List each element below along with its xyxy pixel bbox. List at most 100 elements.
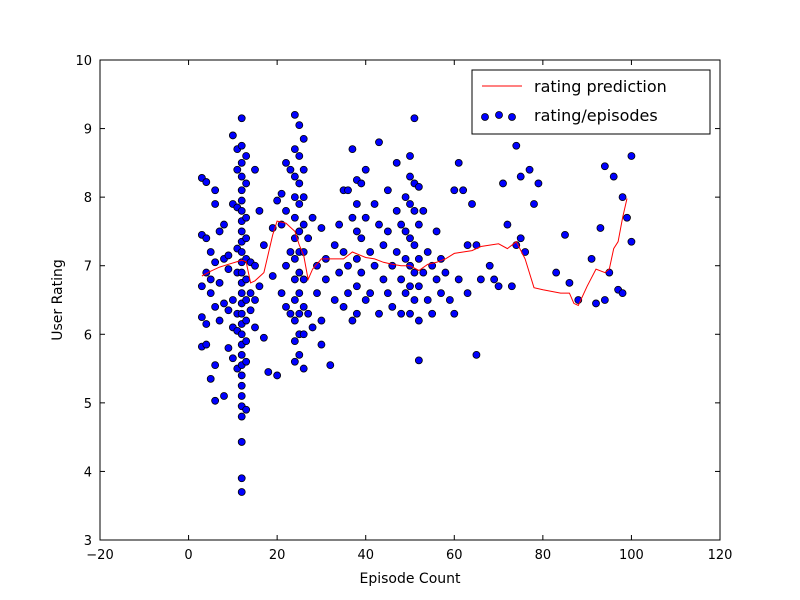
scatter-point — [211, 258, 220, 267]
scatter-point — [330, 296, 339, 304]
x-tick-label: 60 — [446, 548, 463, 563]
scatter-point — [220, 299, 228, 308]
scatter-point — [237, 227, 246, 236]
scatter-point — [237, 114, 246, 123]
scatter-point — [516, 234, 525, 243]
scatter-point — [410, 241, 419, 250]
scatter-point — [401, 193, 410, 202]
scatter-point — [255, 206, 264, 215]
y-axis-label: User Rating — [50, 259, 66, 341]
scatter-point — [268, 272, 277, 280]
y-tick-label: 9 — [84, 123, 92, 138]
scatter-point — [450, 186, 459, 195]
scatter-point — [348, 316, 357, 325]
scatter-layer — [197, 110, 636, 496]
legend-label-prediction: rating prediction — [534, 77, 667, 96]
scatter-point — [414, 254, 423, 263]
scatter-point — [290, 193, 299, 202]
scatter-point — [406, 234, 414, 243]
scatter-point — [419, 268, 428, 277]
scatter-point — [357, 179, 366, 188]
scatter-point — [339, 248, 348, 256]
scatter-point — [308, 213, 317, 222]
scatter-point — [357, 234, 366, 243]
scatter-point — [313, 289, 321, 298]
scatter-point — [392, 206, 401, 215]
scatter-point — [441, 268, 450, 277]
scatter-point — [388, 302, 397, 311]
scatter-point — [282, 158, 290, 167]
scatter-point — [432, 275, 441, 284]
scatter-point — [237, 350, 246, 359]
scatter-point — [202, 320, 211, 328]
scatter-point — [454, 158, 463, 167]
scatter-point — [197, 313, 206, 322]
scatter-point — [215, 316, 224, 325]
scatter-point — [352, 254, 361, 263]
legend-label-episodes: rating/episodes — [534, 106, 658, 125]
scatter-point — [237, 186, 246, 195]
scatter-point — [228, 354, 237, 363]
scatter-point — [397, 220, 406, 229]
scatter-point — [618, 289, 627, 298]
scatter-point — [202, 234, 211, 243]
scatter-point — [290, 296, 299, 304]
scatter-point — [437, 289, 445, 298]
scatter-point — [352, 282, 361, 291]
scatter-point — [251, 323, 259, 332]
scatter-point — [370, 261, 379, 270]
scatter-point — [286, 309, 295, 318]
scatter-point — [507, 282, 516, 291]
scatter-point — [410, 296, 419, 304]
scatter-point — [308, 323, 317, 332]
scatter-point — [277, 189, 286, 198]
scatter-point — [295, 179, 304, 188]
legend-dot-swatch — [508, 113, 516, 121]
scatter-point — [290, 357, 299, 366]
y-tick-label: 3 — [84, 534, 92, 549]
scatter-point — [237, 141, 246, 150]
scatter-point — [206, 289, 215, 298]
scatter-point — [383, 227, 392, 236]
scatter-point — [290, 337, 299, 346]
scatter-point — [463, 241, 472, 250]
y-tick-label: 6 — [84, 328, 92, 343]
scatter-point — [220, 220, 228, 229]
x-tick-label: 100 — [619, 548, 644, 563]
y-tick-label: 5 — [84, 397, 92, 412]
legend-dot-swatch — [495, 111, 503, 119]
scatter-point — [401, 254, 410, 263]
scatter-point — [211, 396, 220, 405]
scatter-point — [290, 110, 299, 119]
scatter-point — [414, 356, 423, 365]
scatter-point — [627, 152, 636, 160]
scatter-point — [277, 289, 286, 298]
scatter-point — [383, 186, 392, 195]
scatter-point — [242, 405, 251, 414]
scatter-point — [206, 275, 215, 284]
scatter-point — [251, 261, 259, 270]
scatter-point — [344, 289, 352, 298]
x-tick-label: 0 — [184, 548, 192, 563]
scatter-point — [339, 302, 348, 311]
scatter-point — [295, 309, 304, 318]
scatter-point — [295, 121, 304, 130]
scatter-point — [406, 282, 414, 291]
scatter-point — [361, 213, 370, 222]
scatter-point — [361, 296, 370, 304]
scatter-point — [215, 227, 224, 236]
scatter-point — [242, 296, 251, 304]
scatter-point — [211, 186, 220, 195]
x-tick-label: 80 — [535, 548, 552, 563]
scatter-point — [295, 289, 304, 298]
scatter-point — [282, 302, 290, 311]
legend: rating prediction rating/episodes — [471, 69, 711, 135]
scatter-point — [202, 340, 211, 349]
scatter-point — [410, 268, 419, 277]
scatter-point — [375, 220, 383, 229]
scatter-point — [561, 230, 569, 239]
scatter-point — [237, 289, 246, 298]
scatter-point — [224, 306, 233, 315]
scatter-point — [242, 213, 251, 222]
scatter-point — [587, 254, 596, 263]
